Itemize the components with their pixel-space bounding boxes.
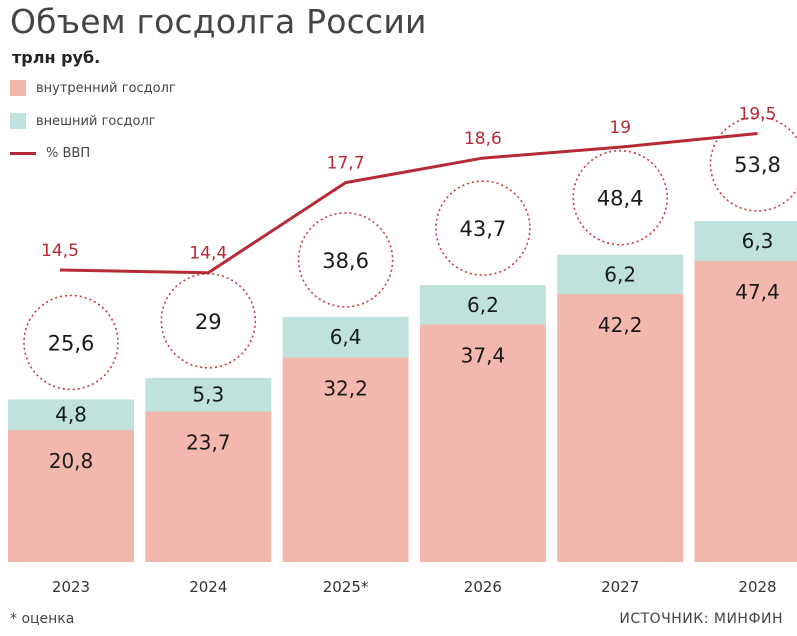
total-label-0: 25,6: [48, 331, 95, 355]
gdp-label-1: 14,4: [189, 244, 227, 264]
bar-external-2: [282, 316, 409, 358]
label-external-1: 5,3: [192, 383, 224, 407]
label-domestic-1: 23,7: [186, 431, 231, 455]
total-circle-2: [297, 212, 394, 308]
legend-label-external: внешний госдолг: [36, 113, 156, 129]
label-domestic-4: 42,2: [598, 313, 643, 337]
total-label-1: 29: [195, 310, 222, 334]
x-tick-label-4: 2027: [601, 578, 639, 596]
x-tick-label-1: 2024: [189, 578, 227, 596]
x-tick-label-3: 2026: [464, 578, 502, 596]
legend-line-gdp: [10, 152, 36, 155]
footnote: * оценка: [10, 611, 75, 627]
bar-domestic-0: [8, 429, 134, 562]
gdp-label-0: 14,5: [41, 241, 79, 261]
legend-item-gdp: % ВВП: [10, 146, 90, 161]
label-external-2: 6,4: [330, 325, 362, 349]
total-circle-0: [23, 294, 119, 391]
total-circle-5: [709, 116, 797, 212]
label-external-0: 4,8: [55, 403, 87, 427]
x-tick-label-0: 2023: [52, 578, 90, 596]
gdp-label-2: 17,7: [327, 154, 365, 174]
total-label-3: 43,7: [460, 217, 507, 241]
bar-domestic-1: [145, 411, 272, 562]
bar-domestic-4: [557, 294, 684, 562]
legend-item-external: внешний госдолг: [10, 113, 156, 129]
bar-external-5: [694, 221, 797, 262]
legend-label-domestic: внутренний госдолг: [36, 80, 176, 96]
label-external-3: 6,2: [467, 293, 499, 317]
chart-title: Объем госдолга России: [10, 2, 427, 41]
bar-external-0: [8, 399, 134, 430]
legend-label-gdp: % ВВП: [46, 146, 91, 161]
x-tick-label-2: 2025*: [323, 578, 369, 596]
total-label-5: 53,8: [734, 153, 781, 177]
legend-item-domestic: внутренний госдолг: [10, 80, 176, 96]
bar-external-1: [145, 377, 272, 412]
chart-subtitle: трлн руб.: [12, 48, 101, 67]
gdp-label-5: 19,5: [739, 105, 777, 125]
label-external-4: 6,2: [604, 262, 636, 286]
bar-external-3: [419, 285, 546, 325]
bar-external-4: [557, 254, 684, 295]
x-tick-label-5: 2028: [738, 578, 776, 596]
total-circle-3: [435, 180, 531, 276]
bar-domestic-2: [282, 357, 409, 562]
total-label-2: 38,6: [322, 249, 369, 273]
legend-swatch-external: [10, 113, 26, 129]
legend-swatch-domestic: [10, 80, 26, 96]
total-circle-4: [572, 149, 669, 246]
label-domestic-2: 32,2: [323, 377, 368, 401]
gdp-line: [59, 132, 758, 275]
label-domestic-0: 20,8: [49, 449, 94, 473]
bar-domestic-3: [419, 324, 546, 562]
total-label-4: 48,4: [597, 187, 644, 211]
bar-domestic-5: [694, 261, 797, 562]
label-domestic-3: 37,4: [461, 344, 506, 368]
gdp-label-4: 19: [609, 118, 631, 138]
gdp-label-3: 18,6: [464, 129, 502, 149]
label-domestic-5: 47,4: [735, 280, 780, 304]
label-external-5: 6,3: [742, 229, 774, 253]
source-note: ИСТОЧНИК: МИНФИН: [619, 611, 783, 627]
